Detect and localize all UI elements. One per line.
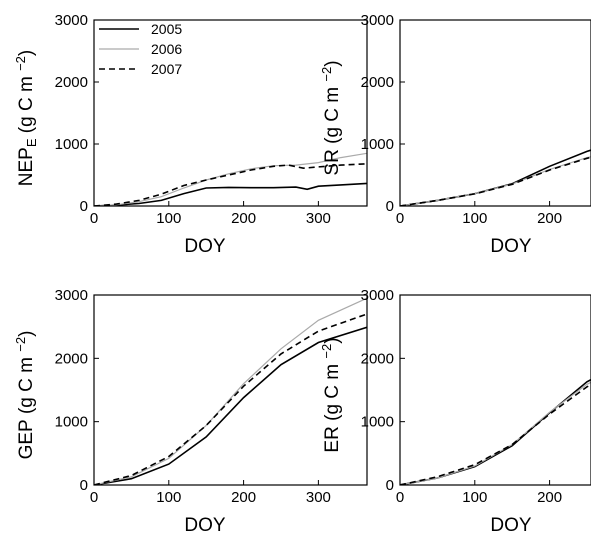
plot-frame xyxy=(93,294,368,486)
y-tick-label: 3000 xyxy=(361,12,394,29)
y-tick-label: 2000 xyxy=(361,350,394,367)
y-axis-title: ER (g C m −2) xyxy=(319,337,343,452)
x-tick-label: 300 xyxy=(306,210,331,227)
x-tick-label: 300 xyxy=(306,489,331,506)
x-axis-title: DOY xyxy=(490,236,532,257)
x-tick-label: 200 xyxy=(231,489,256,506)
y-tick-label: 2000 xyxy=(55,74,88,91)
series-line-2005 xyxy=(400,378,591,485)
series-line-2006 xyxy=(400,156,591,206)
series-line-2006 xyxy=(94,297,367,485)
plot-frame xyxy=(399,19,591,207)
y-tick-label: 3000 xyxy=(361,287,394,304)
y-axis-title: GEP (g C m −2) xyxy=(13,331,37,460)
series-line-2005 xyxy=(94,182,367,206)
series-line-2007 xyxy=(400,383,591,485)
plot-frame xyxy=(399,294,591,486)
series-line-2005 xyxy=(400,149,591,206)
y-tick-label: 3000 xyxy=(55,287,88,304)
x-tick-label: 200 xyxy=(537,210,562,227)
y-tick-label: 3000 xyxy=(55,12,88,29)
legend-label-2006: 2006 xyxy=(151,41,182,57)
y-tick-label: 2000 xyxy=(55,350,88,367)
y-tick-label: 0 xyxy=(80,477,88,494)
series-line-2006 xyxy=(94,152,367,206)
x-tick-label: 100 xyxy=(462,210,487,227)
series-line-2006 xyxy=(400,381,591,485)
series-line-2005 xyxy=(94,326,367,485)
y-axis-title: NEPE (g C m −2) xyxy=(13,50,39,186)
y-tick-label: 1000 xyxy=(361,136,394,153)
plot-frame xyxy=(93,19,368,207)
x-tick-label: 100 xyxy=(156,489,181,506)
x-axis-title: DOY xyxy=(184,236,226,257)
y-tick-label: 0 xyxy=(80,198,88,215)
series-line-2007 xyxy=(94,313,367,485)
y-tick-label: 2000 xyxy=(361,74,394,91)
x-tick-label: 200 xyxy=(537,489,562,506)
y-tick-label: 0 xyxy=(386,477,394,494)
x-tick-label: 100 xyxy=(156,210,181,227)
panel-sr: 01002003000100020003000DOYSR (g C m −2) xyxy=(319,12,591,257)
x-tick-label: 100 xyxy=(462,489,487,506)
panel-er: 01002003000100020003000DOYER (g C m −2) xyxy=(319,287,591,536)
x-tick-label: 200 xyxy=(231,210,256,227)
x-tick-label: 0 xyxy=(396,210,404,227)
y-tick-label: 1000 xyxy=(55,136,88,153)
x-axis-title: DOY xyxy=(490,515,532,536)
y-tick-label: 0 xyxy=(386,198,394,215)
x-tick-label: 0 xyxy=(90,489,98,506)
legend: 2005 2006 2007 xyxy=(99,21,182,77)
x-tick-label: 0 xyxy=(90,210,98,227)
legend-label-2007: 2007 xyxy=(151,61,182,77)
series-line-2007 xyxy=(94,163,367,206)
legend-label-2005: 2005 xyxy=(151,21,182,37)
series-line-2007 xyxy=(400,156,591,206)
y-tick-label: 1000 xyxy=(55,414,88,431)
x-tick-label: 0 xyxy=(396,489,404,506)
y-axis-title: SR (g C m −2) xyxy=(319,60,343,175)
y-tick-label: 1000 xyxy=(361,414,394,431)
x-axis-title: DOY xyxy=(184,515,226,536)
